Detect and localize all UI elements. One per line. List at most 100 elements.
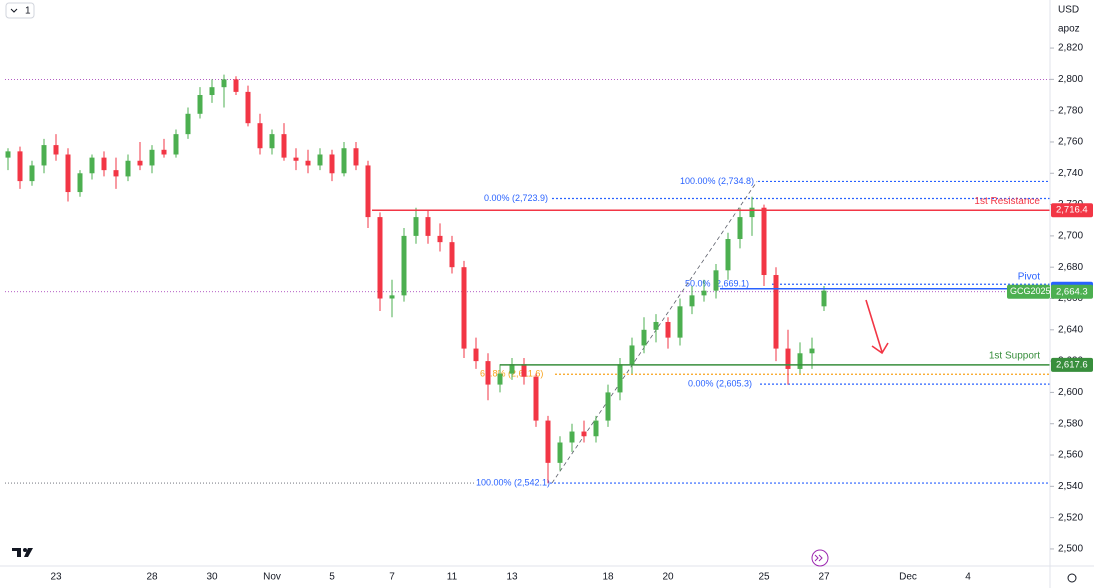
x-tick-label: Nov <box>263 572 281 583</box>
symbol-tag <box>1007 284 1050 299</box>
candle-body <box>353 148 359 166</box>
candle-body <box>269 134 275 149</box>
price-tag <box>1051 284 1093 299</box>
candle-body <box>233 79 239 92</box>
fib-label: 100.00% (2,542.1) <box>476 477 550 487</box>
interval-badge[interactable] <box>5 2 35 19</box>
candle-body <box>377 217 383 299</box>
candle-body <box>569 431 575 443</box>
candle-body <box>17 151 23 182</box>
candle-body <box>497 373 503 385</box>
currency[interactable]: USD <box>1058 5 1079 16</box>
y-tick-label: 2,680 <box>1058 262 1083 273</box>
candle-body <box>149 149 155 166</box>
level-name: 1st Resistance <box>974 196 1040 207</box>
level-name: 1st Support <box>989 351 1040 362</box>
replay-icon[interactable] <box>811 549 829 567</box>
candle-body <box>689 295 695 307</box>
price-tag <box>1051 357 1093 372</box>
candle-body <box>125 160 131 177</box>
candle-body <box>653 321 659 330</box>
candle-body <box>821 290 827 307</box>
y-tick-label: 2,800 <box>1058 74 1083 85</box>
scale-mode[interactable]: apoz <box>1058 24 1080 35</box>
candle-body <box>761 207 767 276</box>
candle-body <box>725 239 731 271</box>
candle-body <box>113 170 119 177</box>
price-tag-label: 2,664.3 <box>1056 286 1088 297</box>
candle-body <box>593 420 599 437</box>
candle-body <box>317 154 323 166</box>
fib-label: 0.00% (2,605.3) <box>688 378 752 388</box>
candle-body <box>485 361 491 385</box>
candle-body <box>701 290 707 296</box>
candle-body <box>197 95 203 114</box>
candle-body <box>713 270 719 291</box>
candle-body <box>389 295 395 299</box>
candle-body <box>89 157 95 174</box>
tradingview-logo[interactable] <box>12 548 33 557</box>
replay-icon-glyph <box>814 554 823 562</box>
candle-body <box>809 348 815 354</box>
y-tick-label: 2,780 <box>1058 105 1083 116</box>
candle-body <box>629 345 635 365</box>
candle-body <box>617 364 623 393</box>
candle-body <box>209 87 215 96</box>
candle-body <box>737 217 743 240</box>
x-tick-label: 18 <box>602 572 614 583</box>
candle-body <box>773 275 779 349</box>
candle-body <box>437 235 443 243</box>
candle-body <box>257 123 263 149</box>
candle-body <box>173 134 179 155</box>
x-tick-label: 5 <box>329 572 335 583</box>
candle-body <box>401 235 407 296</box>
candle-body <box>557 442 563 463</box>
candle-body <box>413 217 419 236</box>
candle-body <box>305 160 311 166</box>
candle-body <box>185 113 191 135</box>
y-tick-label: 2,600 <box>1058 387 1083 398</box>
candle-body <box>341 148 347 174</box>
candle-body <box>665 321 671 338</box>
interval-text: 1 <box>25 6 31 17</box>
price-tag-label: 2,617.6 <box>1056 359 1088 370</box>
candle-body <box>53 145 59 155</box>
candle-body <box>41 145 47 166</box>
x-tick-label: 23 <box>50 572 62 583</box>
price-tag-label: 2,716.4 <box>1056 205 1088 216</box>
y-tick-label: 2,560 <box>1058 450 1083 461</box>
candle-body <box>509 364 515 374</box>
candle-body <box>797 353 803 369</box>
candle-body <box>521 364 527 377</box>
candle-body <box>461 267 467 349</box>
y-tick-label: 2,500 <box>1058 544 1083 555</box>
candle-body <box>29 165 35 182</box>
candle-body <box>605 392 611 421</box>
candle-body <box>365 165 371 218</box>
x-tick-label: Dec <box>899 572 917 583</box>
x-tick-label: 4 <box>965 572 971 583</box>
candle-body <box>5 151 11 158</box>
settings-icon[interactable] <box>1067 573 1077 583</box>
y-tick-label: 2,820 <box>1058 43 1083 54</box>
symbol-tag-label: GCG2025 <box>1010 286 1051 296</box>
candle-body <box>545 420 551 463</box>
price-tag <box>1051 203 1093 218</box>
candle-body <box>641 329 647 346</box>
candle-body <box>473 348 479 362</box>
y-tick-label: 2,760 <box>1058 137 1083 148</box>
candle-body <box>785 348 791 369</box>
candle-body <box>329 154 335 174</box>
level-name: Pivot <box>1018 271 1040 282</box>
candle-body <box>425 217 431 236</box>
candle-body <box>581 431 587 437</box>
candle-body <box>533 376 539 421</box>
x-tick-label: 20 <box>662 572 674 583</box>
fib-label: 0.00% (2,723.9) <box>484 193 548 203</box>
chevron-icon <box>10 8 18 13</box>
y-tick-label: 2,540 <box>1058 481 1083 492</box>
y-tick-label: 2,700 <box>1058 231 1083 242</box>
candle-body <box>77 173 83 193</box>
